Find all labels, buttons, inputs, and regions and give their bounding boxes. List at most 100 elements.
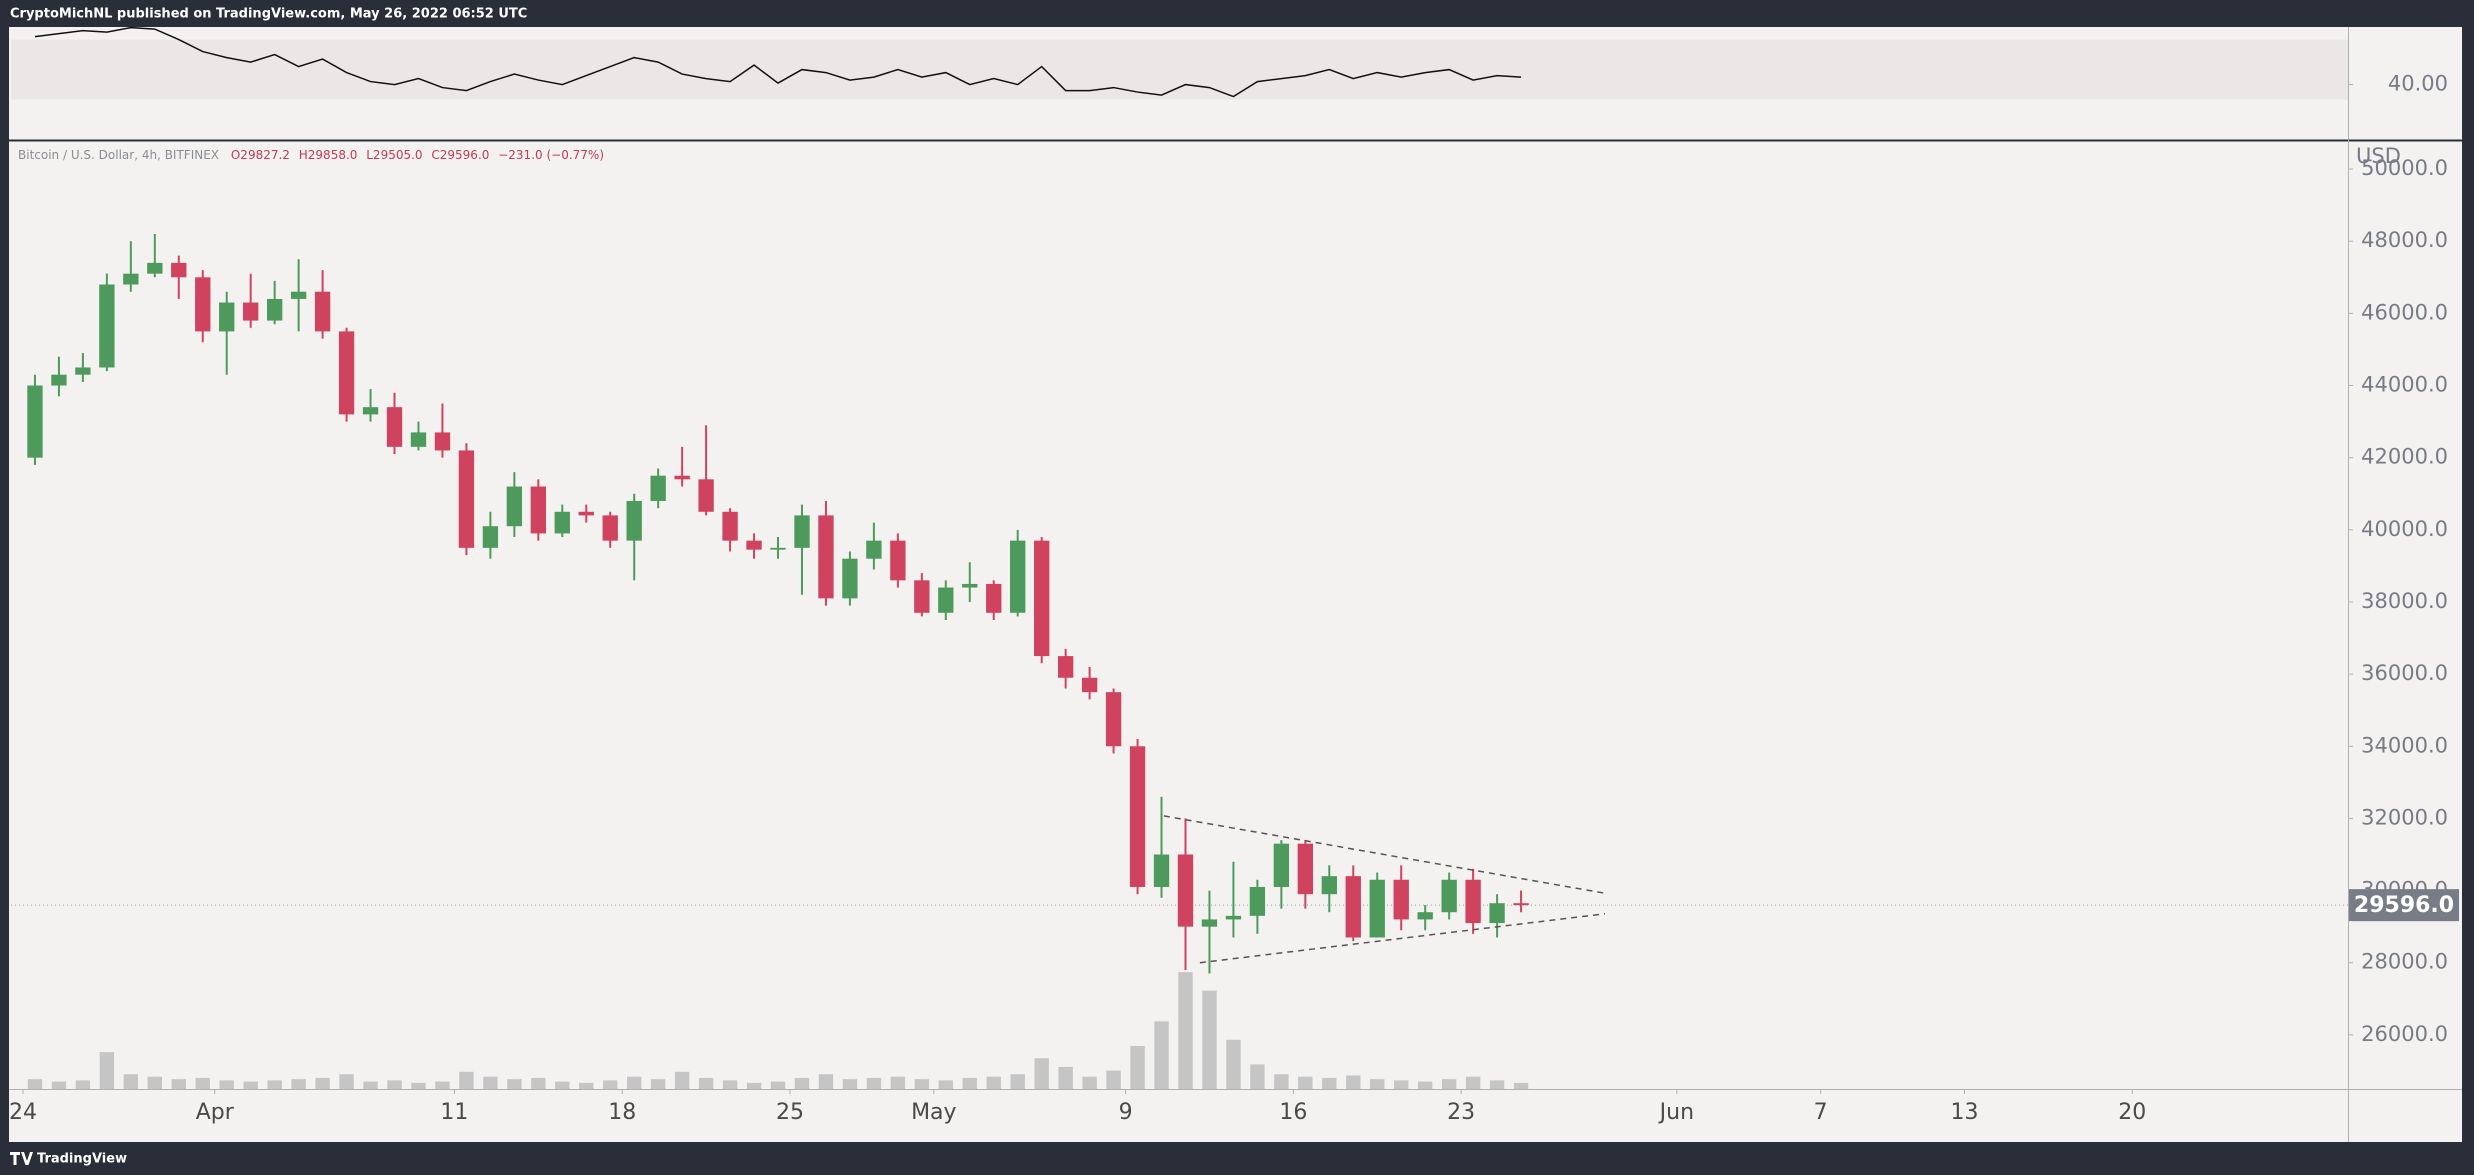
x-tick-label: 9 xyxy=(1119,1100,1133,1125)
volume-bar xyxy=(866,1077,882,1089)
candle-body xyxy=(1201,919,1218,927)
candle-body xyxy=(338,331,355,415)
volume-bar xyxy=(1082,1076,1097,1089)
y-tick-label: 40000.0 xyxy=(2361,517,2448,541)
candle-body xyxy=(1105,692,1122,747)
volume-bar xyxy=(674,1071,690,1089)
candle-body xyxy=(818,515,834,599)
rsi-band xyxy=(11,39,2348,100)
chart-background xyxy=(9,27,2462,1142)
candle-body xyxy=(1273,843,1290,887)
volume-bar xyxy=(243,1081,258,1089)
x-tick-label: 18 xyxy=(608,1100,636,1125)
volume-bar xyxy=(1202,990,1217,1089)
volume-bar xyxy=(219,1080,234,1089)
volume-bar xyxy=(1370,1079,1385,1089)
volume-bar xyxy=(1034,1058,1049,1089)
volume-bar xyxy=(123,1074,139,1089)
volume-bar xyxy=(1394,1080,1409,1089)
x-tick-label: 13 xyxy=(1950,1100,1978,1125)
candle-body xyxy=(578,511,594,516)
candle-body xyxy=(195,277,211,332)
volume-bar xyxy=(722,1080,738,1089)
y-tick-label: 36000.0 xyxy=(2361,661,2448,685)
volume-bar xyxy=(387,1080,402,1089)
volume-bar xyxy=(291,1079,306,1089)
price-pane: 26000.028000.030000.032000.034000.036000… xyxy=(9,156,2459,1125)
publisher: CryptoMichNL published on TradingView.co… xyxy=(10,7,527,22)
rsi-line xyxy=(34,27,1522,98)
candle-body xyxy=(626,500,642,541)
volume-bar xyxy=(363,1081,378,1089)
candle-body xyxy=(123,273,139,285)
candle-body xyxy=(890,540,906,581)
candle-body xyxy=(1129,746,1146,887)
last-price-label: 29596.0 xyxy=(2354,893,2454,918)
candle-body xyxy=(1057,656,1074,678)
volume-bar xyxy=(483,1076,498,1089)
y-tick-label: 44000.0 xyxy=(2361,373,2448,397)
last-price-box xyxy=(2349,889,2459,922)
volume-bar xyxy=(147,1076,163,1089)
volume-bar xyxy=(603,1080,618,1089)
candle-body xyxy=(482,526,499,548)
volume-bar xyxy=(315,1077,330,1089)
candle-body xyxy=(1441,879,1457,913)
volume-bar xyxy=(746,1082,762,1089)
volume-bar xyxy=(770,1081,786,1089)
volume-bar xyxy=(27,1079,43,1089)
candle-body xyxy=(434,432,451,451)
candle-body xyxy=(1513,903,1529,906)
candle-body xyxy=(1489,903,1505,924)
y-tick-label: 26000.0 xyxy=(2361,1022,2448,1046)
x-tick-label: 16 xyxy=(1279,1100,1307,1125)
candle-body xyxy=(51,374,67,386)
volume-bar xyxy=(1513,1082,1529,1089)
volume-bar xyxy=(842,1079,858,1089)
y-tick-label: 48000.0 xyxy=(2361,228,2448,252)
ohlc-low: L29505.0 xyxy=(366,148,422,162)
ohlc-close: C29596.0 xyxy=(431,148,489,162)
trendline xyxy=(1199,913,1606,964)
volume-bar xyxy=(1441,1079,1457,1089)
candle-body xyxy=(171,262,187,278)
x-tick-label: Apr xyxy=(196,1100,235,1125)
candle-body xyxy=(362,407,379,415)
symbol-legend: Bitcoin / U.S. Dollar, 4h, BITFINEX O298… xyxy=(18,148,604,162)
volume-bar xyxy=(75,1080,91,1089)
volume-bar xyxy=(986,1076,1001,1089)
candle-body xyxy=(962,583,978,588)
candle-body xyxy=(986,583,1002,613)
volume-bar xyxy=(1010,1074,1025,1089)
x-tick-label: 24 xyxy=(9,1100,37,1125)
candle-body xyxy=(1153,854,1170,887)
volume-bar xyxy=(267,1080,282,1089)
candle-body xyxy=(266,298,283,321)
volume-bar xyxy=(555,1081,570,1089)
volume-bar xyxy=(507,1079,522,1089)
candle-body xyxy=(27,385,43,458)
ohlc-change: −231.0 (−0.77%) xyxy=(498,148,604,162)
ohlc-open: O29827.2 xyxy=(231,148,290,162)
x-tick-label: 20 xyxy=(2118,1100,2146,1125)
volume-bar xyxy=(459,1071,474,1089)
volume-bar xyxy=(890,1076,906,1089)
candle-body xyxy=(1081,677,1098,693)
x-tick-label: Jun xyxy=(1658,1100,1694,1125)
x-tick-label: May xyxy=(911,1100,956,1125)
y-tick-label: 38000.0 xyxy=(2361,589,2448,613)
candle-body xyxy=(530,486,546,534)
volume-bar xyxy=(1274,1074,1289,1089)
candle-body xyxy=(1393,879,1409,920)
candle-body xyxy=(746,540,762,550)
candle-body xyxy=(458,450,475,548)
volume-bar xyxy=(99,1052,115,1089)
candle-body xyxy=(219,302,235,332)
plot xyxy=(11,27,2348,100)
volume-bar xyxy=(818,1074,834,1089)
candle-body xyxy=(1177,854,1194,927)
candle-body xyxy=(506,486,523,527)
ohlc-high: H29858.0 xyxy=(299,148,358,162)
rsi-pane: 40.00 xyxy=(11,27,2448,100)
candle-body xyxy=(794,515,810,548)
